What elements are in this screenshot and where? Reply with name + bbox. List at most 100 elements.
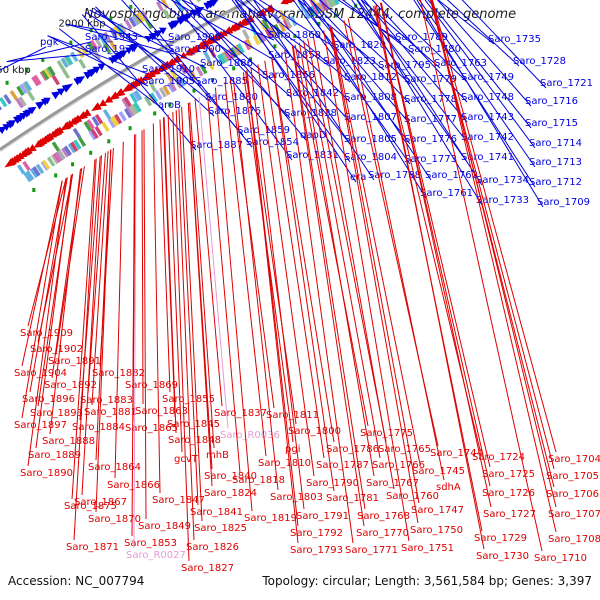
bottom-gene-label: Saro_R0036 [220,430,280,441]
top-gene-label: dapD [300,130,327,141]
cog-tile-outer [3,94,12,105]
cog-tile-reverse [272,13,281,24]
reverse-gene-arrow [15,152,25,161]
cog-tile-inner [278,21,286,33]
bottom-gene-label: Saro_1875 [64,501,117,512]
cog-tile-reverse [91,116,100,127]
bottom-leader-line [27,178,67,467]
cog-tile-reverse [148,81,157,92]
reverse-gene-arrow [180,51,188,59]
rna-marker [168,102,172,107]
bottom-leader-line [431,0,557,508]
cog-tile-outer [76,47,85,59]
top-gene-label: Saro_1823 [323,56,376,67]
bottom-leader-line [206,92,241,474]
cog-tile-inner [54,151,64,162]
cog-tile-outer [31,76,40,87]
backbone-arc [0,0,256,152]
top-gene-label: Saro_1763 [434,58,487,69]
bottom-gene-label: gcvT [174,454,199,465]
reverse-gene-arrow [72,114,83,124]
top-leader-line [121,0,244,136]
top-gene-label: Saro_1779 [404,74,457,85]
top-leader-line [310,0,411,105]
top-leader-line [6,41,92,63]
cog-tile-reverse [132,91,141,102]
bottom-gene-label: Saro_1775 [360,428,413,439]
cog-tile-inner [162,85,171,96]
bottom-gene-label: Saro_1705 [546,471,599,482]
bottom-leader-line [178,108,199,506]
bottom-leader-line [229,79,275,409]
forward-gene-arrow [159,27,167,35]
bottom-leader-line [181,106,203,522]
cog-tile-inner [32,166,41,177]
cog-tile-inner [114,113,123,125]
cog-tile-inner [133,102,142,113]
cog-tile-inner [25,170,35,181]
cog-tile-inner [94,125,103,137]
bottom-gene-label: Saro_R0027 [126,550,186,561]
bottom-gene-label: Saro_1766 [372,460,425,471]
bottom-gene-label: Saro_1707 [548,509,600,520]
bottom-gene-label: Saro_1771 [345,545,398,556]
cog-tile-inner [143,95,153,107]
cog-tile-inner [124,107,133,119]
bottom-gene-label: Saro_1704 [548,454,600,465]
cog-tile-outer [70,51,79,63]
bottom-gene-label: Saro_1845 [167,419,220,430]
cog-tile-forward [78,58,87,69]
top-gene-label: Saro_1762 [425,170,478,181]
bottom-gene-label: Saro_1881 [84,407,137,418]
cog-tile-outer [23,80,33,92]
bottom-leader-line [95,149,112,513]
cog-tile-outer [80,45,89,57]
bottom-gene-label: Saro_1768 [357,511,410,522]
rna-marker [153,111,157,116]
top-gene-label: Saro_1709 [537,197,590,208]
bottom-leader-line [292,45,366,510]
bottom-leader-line [246,70,299,544]
forward-gene-arrow [92,66,101,74]
cog-tile-inner [195,66,204,77]
top-leader-line [0,46,47,71]
top-leader-line [236,0,330,67]
bottom-leader-line [159,119,171,393]
top-gene-label: Saro_1807 [344,112,397,123]
rna-marker [69,40,73,45]
bottom-gene-label: Saro_1909 [20,328,73,339]
bottom-leader-line [172,111,190,562]
bottom-leader-line [131,134,136,537]
bottom-gene-label: Saro_1819 [244,513,297,524]
bottom-leader-line [81,155,102,496]
reverse-gene-arrow [82,108,92,117]
bottom-leader-line [271,57,335,443]
bottom-leader-line [224,82,267,457]
reverse-gene-arrow [104,95,114,103]
cog-tile-inner [29,167,39,179]
bottom-gene-label: Saro_1770 [356,528,409,539]
cog-tile-outer [118,22,127,34]
top-leader-line [181,0,293,99]
reverse-gene-arrow [5,157,17,167]
rna-marker [293,34,297,38]
top-leader-line [461,0,547,89]
top-leader-line [302,0,427,199]
top-gene-label: Saro_1820 [333,40,386,51]
top-gene-label: Saro_1776 [404,134,457,145]
top-gene-label: Saro_1721 [540,78,593,89]
forward-gene-arrow [61,83,74,93]
forward-gene-arrow [75,76,85,84]
cog-tile-forward [196,0,202,3]
bottom-leader-line [330,26,421,465]
top-gene-label: Saro_1943 [85,32,138,43]
cog-tile-inner [269,26,278,37]
bottom-gene-label: Saro_1841 [190,507,243,518]
bottom-gene-label: Saro_1781 [326,493,379,504]
top-leader-line [253,0,375,181]
top-gene-label: Saro_1742 [461,132,514,143]
cog-tile-reverse [51,141,61,152]
cog-tile-inner [312,4,320,15]
forward-gene-arrow [8,120,16,127]
forward-gene-arrow [97,63,106,71]
